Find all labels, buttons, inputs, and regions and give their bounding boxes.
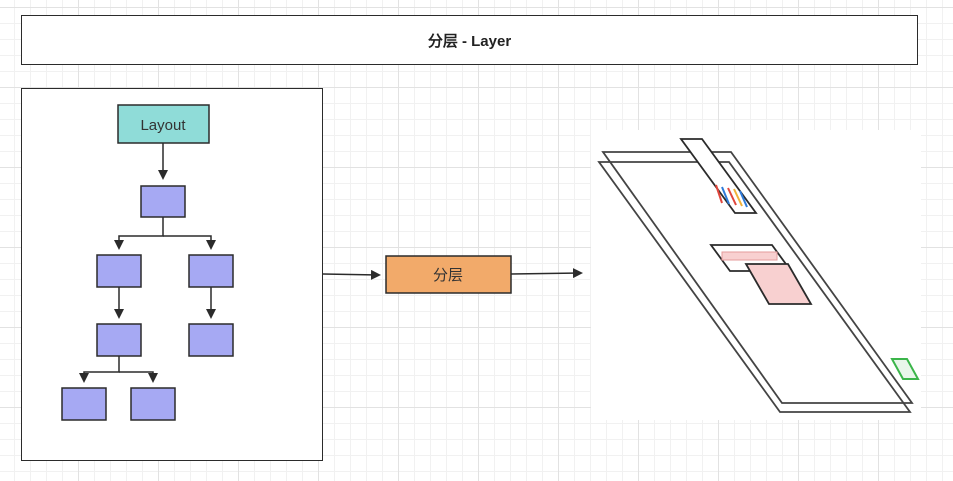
diagram-title-box: 分层 - Layer (21, 15, 918, 65)
layout-node-label: Layout (140, 117, 186, 134)
layout-node: Layout (117, 104, 210, 144)
layer-node: 分层 (385, 255, 512, 294)
layer-tile-green (890, 358, 920, 380)
tree-node-leaf-1 (61, 387, 107, 421)
layer-tile-middle (709, 244, 813, 305)
layer-plane-front (601, 151, 914, 404)
edge-left-child-to-leaves (79, 356, 158, 383)
tree-node-right (188, 254, 234, 288)
edge-root-to-children (114, 217, 216, 250)
tree-node-root (140, 185, 186, 218)
layer-plane-back (597, 161, 912, 413)
layer-tile-top (679, 138, 758, 214)
layer-stack-illustration (597, 138, 920, 413)
diagram-title: 分层 - Layer (427, 32, 512, 50)
tree-node-leaf-2 (130, 387, 176, 421)
layer-node-label: 分层 (433, 267, 463, 284)
edge-panel-to-layer (322, 269, 381, 280)
tree-node-left (96, 254, 142, 288)
edge-layer-to-illustration (510, 268, 583, 279)
tree-node-left-child (96, 323, 142, 357)
tree-node-right-child (188, 323, 234, 357)
